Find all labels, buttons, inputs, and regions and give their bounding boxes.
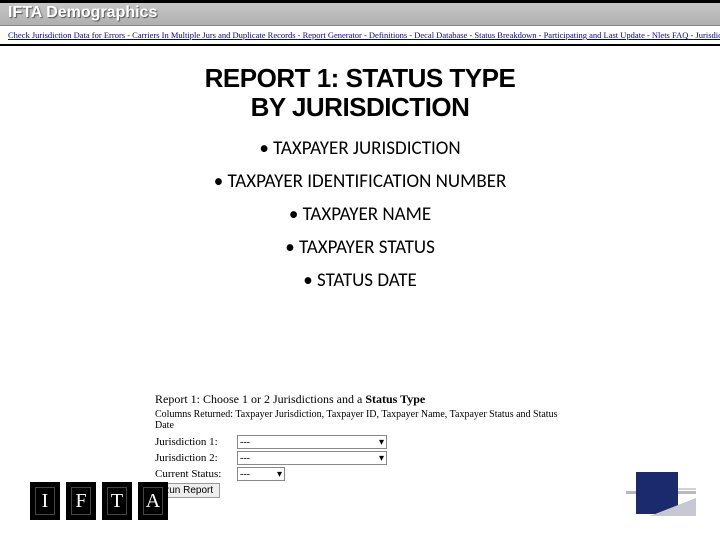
select-value: --- [240,469,250,480]
bullet-text: TAXPAYER STATUS [299,236,435,259]
report-form: Report 1: Choose 1 or 2 Jurisdictions an… [155,392,575,500]
logo-letter: F [71,487,91,515]
bullet-list: • TAXPAYER JURISDICTION • TAXPAYER IDENT… [0,139,720,291]
select-value: --- [240,453,250,464]
decor-triangle [650,498,696,516]
form-row-jur2: Jurisdiction 2: --- ▾ [155,451,575,465]
report-title-line2: BY JURISDICTION [0,93,720,122]
current-status-select[interactable]: --- ▾ [237,467,285,481]
main-content: REPORT 1: STATUS TYPE BY JURISDICTION • … [0,46,720,292]
ifta-logo: I F T A [30,482,180,522]
bullet-text: TAXPAYER JURISDICTION [273,137,460,160]
bullet-item: • TAXPAYER STATUS [0,238,720,259]
chevron-down-icon: ▾ [379,437,384,448]
header-title: IFTA Demographics [8,4,157,22]
current-status-label: Current Status: [155,468,233,480]
select-value: --- [240,437,250,448]
logo-letter: T [107,487,127,515]
bullet-text: TAXPAYER NAME [303,203,432,226]
form-heading-bold: Status Type [365,392,425,406]
report-title: REPORT 1: STATUS TYPE BY JURISDICTION [0,64,720,121]
bullet-item: • TAXPAYER IDENTIFICATION NUMBER [0,172,720,193]
jurisdiction2-label: Jurisdiction 2: [155,452,233,464]
logo-letter: I [35,487,55,515]
bullet-text: STATUS DATE [317,269,417,292]
logo-tile: A [138,482,168,520]
logo-tile: F [66,482,96,520]
bullet-item: • STATUS DATE [0,271,720,292]
corner-decoration [606,472,696,522]
bullet-item: • TAXPAYER JURISDICTION [0,139,720,160]
logo-tile: T [102,482,132,520]
chevron-down-icon: ▾ [379,453,384,464]
nav-text[interactable]: Check Jurisdiction Data for Errors - Car… [8,30,720,40]
form-row-button: Run Report [155,483,575,498]
bullet-item: • TAXPAYER NAME [0,205,720,226]
nav-links[interactable]: Check Jurisdiction Data for Errors - Car… [0,26,720,46]
logo-tile: I [30,482,60,520]
logo-letter: A [143,487,163,515]
jurisdiction1-label: Jurisdiction 1: [155,436,233,448]
form-heading: Report 1: Choose 1 or 2 Jurisdictions an… [155,392,575,407]
form-heading-prefix: Report 1: Choose 1 or 2 Jurisdictions an… [155,392,365,406]
header-bar: IFTA Demographics [0,0,720,26]
chevron-down-icon: ▾ [277,469,282,480]
report-title-line1: REPORT 1: STATUS TYPE [0,64,720,93]
form-subtitle: Columns Returned: Taxpayer Jurisdiction,… [155,409,575,431]
jurisdiction1-select[interactable]: --- ▾ [237,435,387,449]
bullet-text: TAXPAYER IDENTIFICATION NUMBER [227,170,506,193]
jurisdiction2-select[interactable]: --- ▾ [237,451,387,465]
form-row-jur1: Jurisdiction 1: --- ▾ [155,435,575,449]
top-border [0,0,720,3]
form-row-status: Current Status: --- ▾ [155,467,575,481]
